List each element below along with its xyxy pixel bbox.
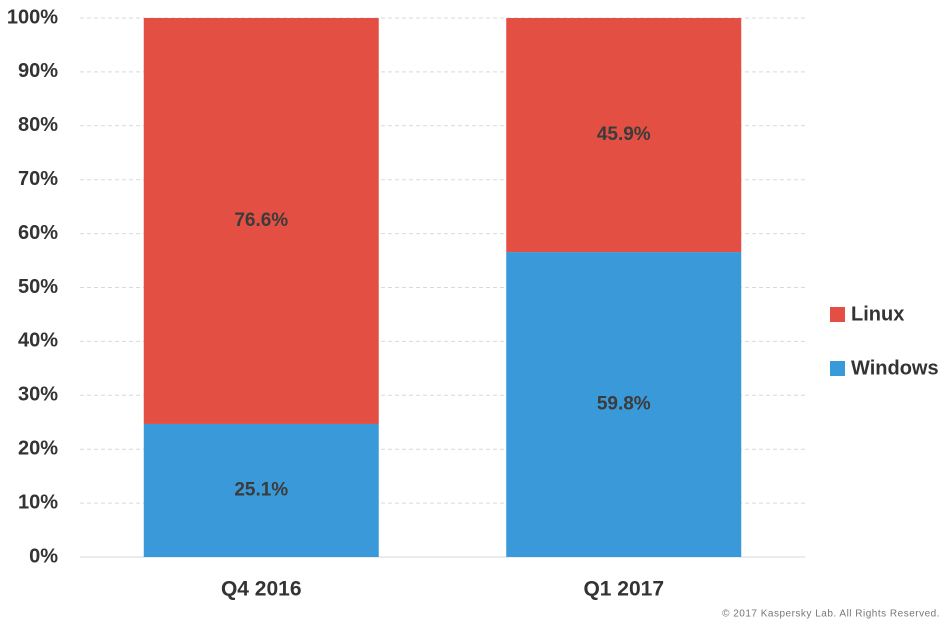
legend-label: Windows — [851, 357, 939, 379]
y-tick-label: 0% — [29, 545, 58, 567]
y-tick-label: 50% — [18, 276, 58, 298]
legend-label: Linux — [851, 303, 904, 325]
y-tick-label: 10% — [18, 491, 58, 513]
bar-segment — [143, 18, 379, 424]
x-tick-label: Q1 2017 — [583, 578, 664, 601]
bar-segment — [506, 18, 742, 253]
bar-segment — [143, 423, 379, 557]
data-label: 59.8% — [597, 394, 651, 415]
y-tick-label: 20% — [18, 437, 58, 459]
data-label: 25.1% — [234, 480, 288, 501]
y-tick-label: 100% — [7, 6, 58, 28]
legend-swatch — [830, 361, 845, 376]
data-label: 76.6% — [234, 210, 288, 231]
y-tick-label: 30% — [18, 384, 58, 406]
bar-segment — [506, 252, 742, 557]
y-tick-label: 60% — [18, 222, 58, 244]
legend-swatch — [830, 307, 845, 322]
y-tick-label: 90% — [18, 60, 58, 82]
y-tick-label: 70% — [18, 168, 58, 190]
x-tick-label: Q4 2016 — [221, 578, 302, 601]
y-tick-label: 40% — [18, 330, 58, 352]
y-tick-label: 80% — [18, 114, 58, 136]
data-label: 45.9% — [597, 124, 651, 145]
footer: © 2017 Kaspersky Lab. All Rights Reserve… — [722, 609, 940, 620]
